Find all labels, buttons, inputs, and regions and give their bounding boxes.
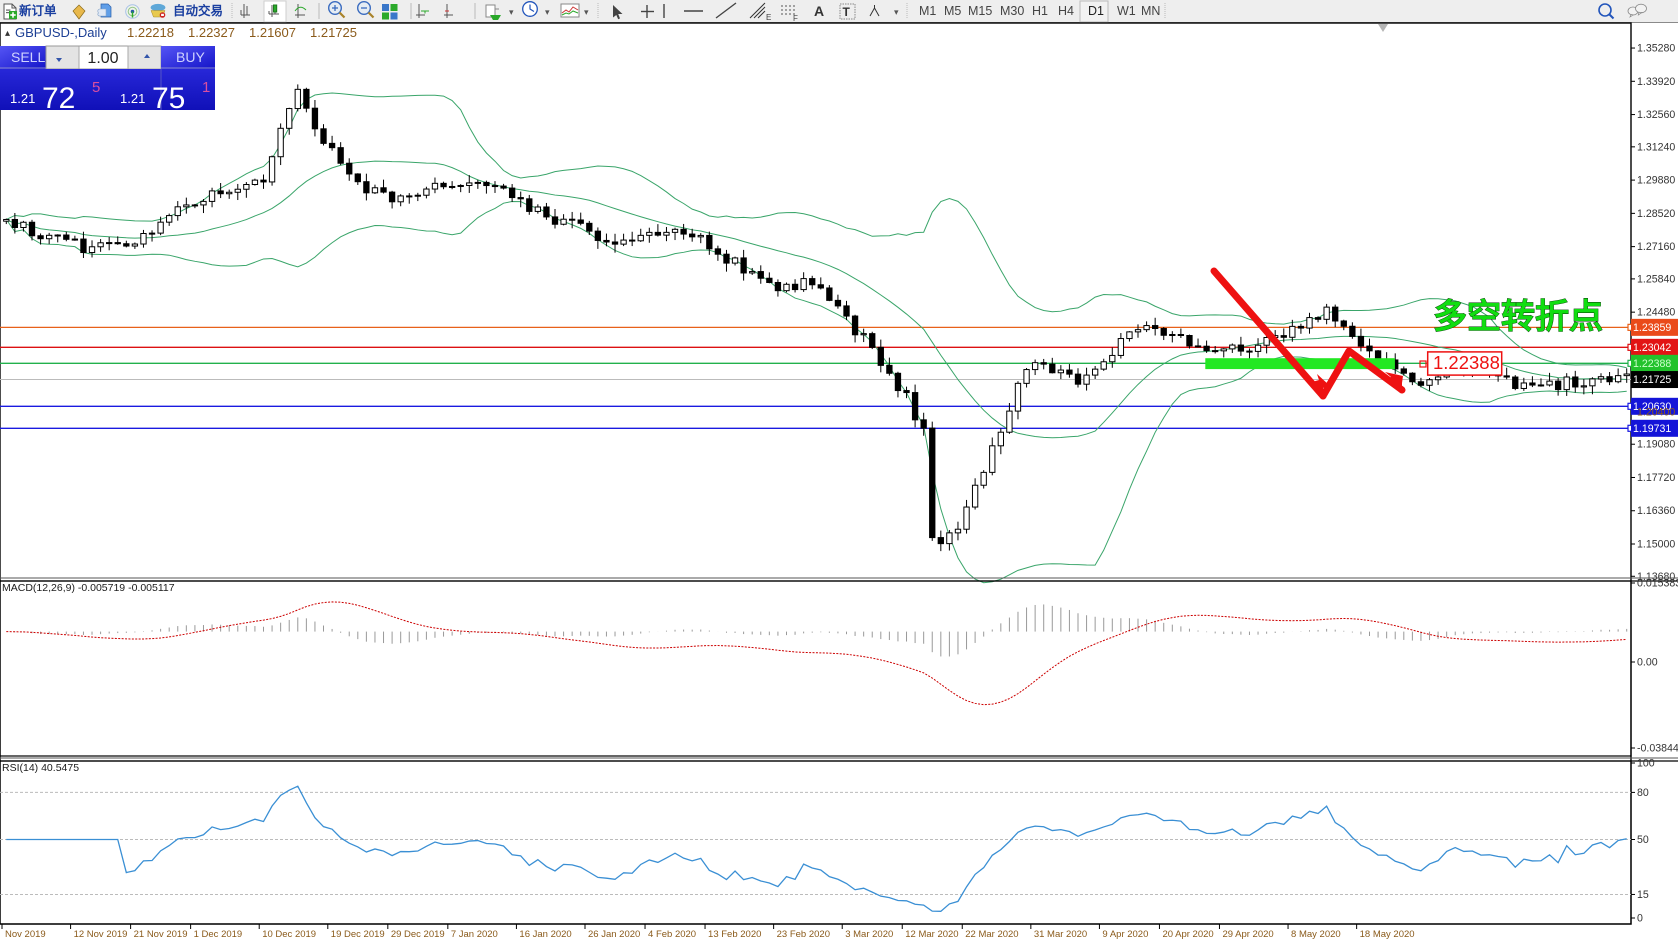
svg-text:M30: M30	[1000, 4, 1024, 18]
svg-text:0.015383: 0.015383	[1637, 578, 1678, 590]
svg-text:A: A	[814, 3, 824, 19]
svg-text:12 Mar 2020: 12 Mar 2020	[905, 929, 958, 940]
svg-text:1.27160: 1.27160	[1637, 241, 1675, 253]
svg-text:29 Apr 2020: 29 Apr 2020	[1222, 929, 1273, 940]
svg-text:1.21: 1.21	[10, 91, 35, 106]
svg-text:1.29880: 1.29880	[1637, 175, 1675, 187]
svg-text:50: 50	[1637, 834, 1649, 846]
svg-text:1.21: 1.21	[120, 91, 145, 106]
svg-text:M5: M5	[944, 4, 961, 18]
svg-text:1.22218: 1.22218	[127, 25, 174, 40]
svg-text:1.31240: 1.31240	[1637, 141, 1675, 153]
svg-text:M15: M15	[968, 4, 992, 18]
svg-text:21 Nov 2019: 21 Nov 2019	[134, 929, 188, 940]
svg-text:72: 72	[42, 82, 75, 115]
svg-text:80: 80	[1637, 787, 1649, 799]
svg-text:新订单: 新订单	[19, 3, 57, 18]
svg-text:1 Dec 2019: 1 Dec 2019	[194, 929, 243, 940]
svg-text:自动交易: 自动交易	[173, 3, 223, 18]
svg-text:4 Feb 2020: 4 Feb 2020	[648, 929, 696, 940]
svg-text:W1: W1	[1117, 4, 1136, 18]
svg-text:1.15000: 1.15000	[1637, 539, 1675, 551]
svg-text:7 Jan 2020: 7 Jan 2020	[451, 929, 498, 940]
svg-text:F: F	[793, 14, 798, 23]
svg-text:▴: ▴	[5, 28, 10, 39]
svg-text:▾: ▾	[545, 7, 550, 17]
svg-text:8 May 2020: 8 May 2020	[1291, 929, 1341, 940]
svg-text:15: 15	[1637, 889, 1649, 901]
svg-text:75: 75	[152, 82, 185, 115]
svg-text:22 Mar 2020: 22 Mar 2020	[965, 929, 1018, 940]
svg-text:1.22388: 1.22388	[1433, 352, 1500, 373]
svg-text:1.16360: 1.16360	[1637, 505, 1675, 517]
svg-text:1.19080: 1.19080	[1637, 439, 1675, 451]
svg-text:0.00: 0.00	[1637, 657, 1658, 669]
svg-text:D1: D1	[1088, 4, 1104, 18]
svg-text:1.25840: 1.25840	[1637, 273, 1675, 285]
svg-text:M1: M1	[919, 4, 936, 18]
svg-text:E: E	[766, 13, 771, 22]
svg-text:1.19731: 1.19731	[1633, 423, 1671, 435]
svg-text:1.17720: 1.17720	[1637, 472, 1675, 484]
svg-text:BUY: BUY	[176, 49, 205, 65]
svg-text:1.33920: 1.33920	[1637, 76, 1675, 88]
svg-text:1.28520: 1.28520	[1637, 208, 1675, 220]
svg-text:T: T	[843, 5, 851, 19]
svg-text:1.22388: 1.22388	[1633, 358, 1671, 370]
svg-text:1.21725: 1.21725	[310, 25, 357, 40]
svg-text:5: 5	[92, 79, 100, 96]
svg-text:26 Jan 2020: 26 Jan 2020	[588, 929, 640, 940]
svg-text:9 Apr 2020: 9 Apr 2020	[1102, 929, 1148, 940]
svg-text:SELL: SELL	[11, 49, 45, 65]
svg-text:18 May 2020: 18 May 2020	[1360, 929, 1415, 940]
svg-text:100: 100	[1637, 758, 1655, 770]
svg-text:16 Jan 2020: 16 Jan 2020	[519, 929, 571, 940]
svg-text:GBPUSD-,Daily: GBPUSD-,Daily	[15, 25, 107, 40]
svg-text:1: 1	[202, 79, 210, 96]
svg-text:RSI(14) 40.5475: RSI(14) 40.5475	[2, 762, 79, 774]
svg-text:1.23042: 1.23042	[1633, 342, 1671, 354]
svg-text:MN: MN	[1141, 4, 1160, 18]
svg-text:▾: ▾	[584, 7, 589, 17]
svg-text:1.21725: 1.21725	[1633, 374, 1671, 386]
svg-text:13 Feb 2020: 13 Feb 2020	[708, 929, 761, 940]
svg-text:MACD(12,26,9) -0.005719 -0.005: MACD(12,26,9) -0.005719 -0.005117	[2, 582, 175, 594]
svg-text:29 Dec 2019: 29 Dec 2019	[391, 929, 445, 940]
svg-text:0: 0	[1637, 913, 1643, 925]
svg-text:1.23859: 1.23859	[1633, 322, 1671, 334]
svg-text:3 Mar 2020: 3 Mar 2020	[845, 929, 893, 940]
svg-text:1.24480: 1.24480	[1637, 307, 1675, 319]
svg-text:12 Nov 2019: 12 Nov 2019	[74, 929, 128, 940]
svg-text:23 Feb 2020: 23 Feb 2020	[777, 929, 830, 940]
svg-text:19 Dec 2019: 19 Dec 2019	[331, 929, 385, 940]
svg-text:1.20400: 1.20400	[1637, 406, 1675, 418]
svg-text:Nov 2019: Nov 2019	[5, 929, 46, 940]
svg-text:31 Mar 2020: 31 Mar 2020	[1034, 929, 1087, 940]
svg-text:20 Apr 2020: 20 Apr 2020	[1162, 929, 1213, 940]
svg-text:1.00: 1.00	[87, 50, 118, 67]
svg-text:▾: ▾	[894, 7, 899, 17]
svg-text:10 Dec 2019: 10 Dec 2019	[262, 929, 316, 940]
svg-text:1.21607: 1.21607	[249, 25, 296, 40]
svg-text:1.35280: 1.35280	[1637, 43, 1675, 55]
svg-text:-0.038442: -0.038442	[1637, 743, 1678, 755]
svg-text:1.22327: 1.22327	[188, 25, 235, 40]
svg-text:▾: ▾	[509, 7, 514, 17]
svg-text:H4: H4	[1058, 4, 1074, 18]
svg-text:H1: H1	[1032, 4, 1048, 18]
svg-text:多空转折点: 多空转折点	[1433, 298, 1603, 336]
svg-text:1.32560: 1.32560	[1637, 109, 1675, 121]
